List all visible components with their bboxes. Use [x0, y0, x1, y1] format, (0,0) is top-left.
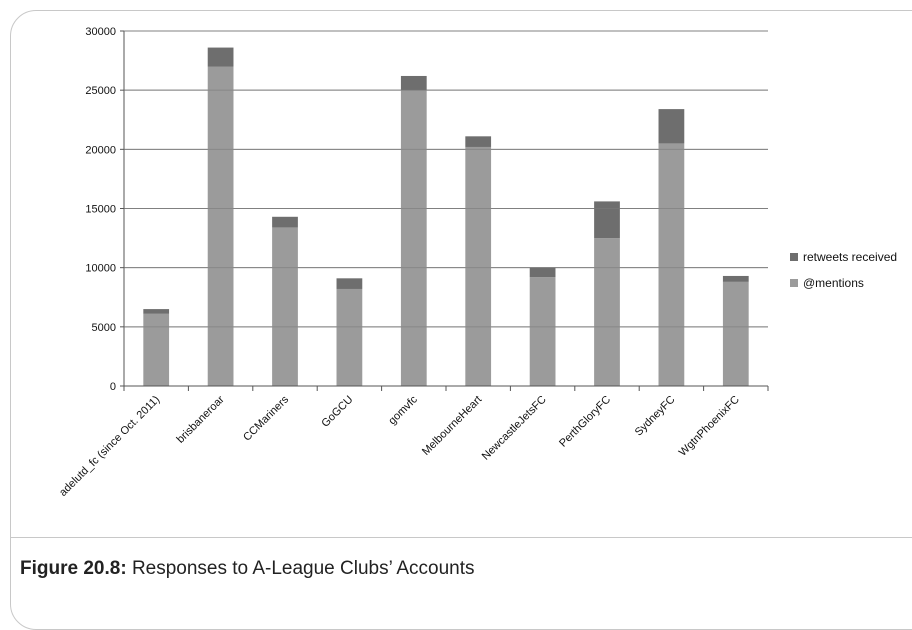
caption-text: Responses to A-League Clubs’ Accounts — [131, 558, 475, 579]
bar-mentions — [207, 66, 234, 386]
x-tick-label: SydneyFC — [633, 394, 678, 439]
bar-retweets — [207, 47, 234, 67]
y-tick-label: 5000 — [92, 322, 116, 334]
bar-retweets — [143, 309, 170, 314]
x-tick-label: CCMariners — [241, 393, 291, 443]
bar-retweets — [529, 267, 556, 278]
stacked-bar-chart: 0 5000 10000 15000 20000 25000 30000 adelutd_f… — [57, 26, 897, 499]
x-tick-label: GoGCU — [319, 394, 355, 430]
x-tick-label: brisbaneroar — [175, 393, 227, 445]
bars — [124, 30, 768, 387]
bar-retweets — [594, 201, 620, 239]
caption-label: Figure 20.8: — [20, 558, 127, 579]
y-tick-label: 20000 — [85, 144, 116, 156]
bar-mentions — [272, 227, 298, 386]
bar-retweets — [400, 75, 427, 91]
bar-retweets — [336, 278, 363, 289]
y-tick-label: 25000 — [85, 85, 116, 97]
caption-divider — [10, 537, 912, 538]
bar-mentions — [465, 146, 492, 386]
legend-label: retweets received — [803, 250, 897, 264]
bar-mentions — [658, 143, 685, 386]
y-tick-label: 30000 — [85, 26, 116, 38]
x-axis: adelutd_fc (since Oct. 2011) brisbaneroar… — [57, 385, 769, 499]
y-tick-label: 0 — [110, 381, 116, 393]
x-tick-label: WgtnPhoenixFC — [677, 394, 742, 459]
legend-label: @mentions — [803, 276, 864, 290]
x-tick-label: gomvfc — [386, 393, 420, 427]
y-axis: 0 5000 10000 15000 20000 25000 30000 — [85, 26, 125, 393]
legend: retweets received @mentions — [790, 250, 897, 290]
bar-retweets — [658, 109, 685, 144]
legend-swatch — [790, 279, 798, 287]
bar-mentions — [143, 313, 170, 386]
bar-retweets — [722, 275, 749, 282]
bar-retweets — [272, 216, 298, 228]
y-tick-label: 15000 — [85, 204, 116, 216]
x-tick-label: adelutd_fc (since Oct. 2011) — [57, 394, 162, 499]
bar-mentions — [529, 277, 556, 386]
bar-retweets — [465, 136, 492, 147]
bar-mentions — [336, 288, 363, 386]
bar-mentions — [594, 238, 620, 386]
bar-mentions — [722, 281, 749, 386]
legend-swatch — [790, 253, 798, 261]
y-tick-label: 10000 — [85, 263, 116, 275]
x-tick-label: MelbourneHeart — [420, 394, 484, 458]
x-tick-label: NewcastleJetsFC — [480, 394, 549, 463]
figure-caption: Figure 20.8: Responses to A-League Clubs… — [20, 558, 475, 580]
bar-mentions — [400, 90, 427, 387]
x-tick-label: PerthGloryFC — [557, 394, 613, 450]
